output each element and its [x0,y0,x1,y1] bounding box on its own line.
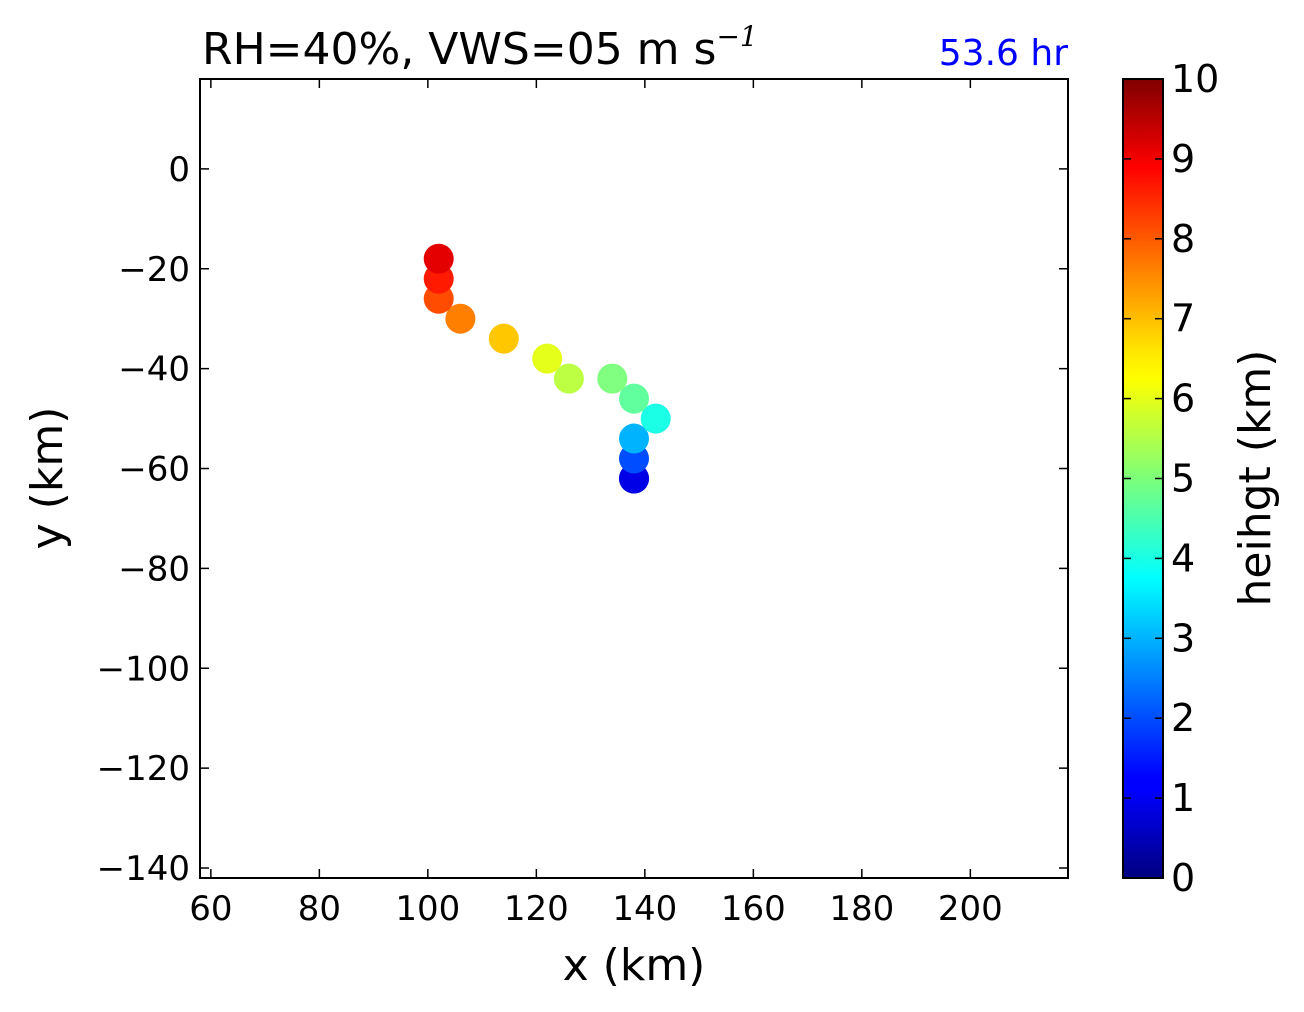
scatter-point [597,363,628,394]
colorbar-tick-label: 2 [1171,696,1195,740]
x-tick-label: 100 [395,889,460,929]
y-tick-label: −80 [118,549,190,589]
x-tick-label: 180 [829,889,894,929]
y-tick-label: −100 [97,649,190,689]
colorbar-tick-label: 8 [1171,217,1195,261]
scatter-point [445,303,476,334]
y-axis: 0 −20 −40 −60 −80 −100 −120 −140 [97,150,1068,889]
x-tick-label: 200 [938,889,1003,929]
x-tick-label: 60 [189,889,232,929]
scatter-points [423,243,671,494]
colorbar-tick-label: 3 [1171,616,1195,660]
colorbar-ticks: 0 1 2 3 4 5 6 7 8 9 10 [1123,57,1219,900]
chart-title: RH=40%, VWS=05 m s−1 [202,20,758,75]
chart-title-main: RH=40%, VWS=05 m s [202,24,716,75]
y-tick-label: 0 [168,150,190,190]
colorbar-tick-label: 6 [1171,377,1195,421]
chart-title-superscript: −1 [716,20,757,53]
scatter-point [553,363,584,394]
y-tick-label: −40 [118,350,190,390]
x-tick-label: 80 [298,889,341,929]
scatter-point [640,403,671,434]
colorbar-tick-label: 9 [1171,137,1195,181]
scatter-point [619,383,649,414]
x-axis-label: x (km) [563,940,706,991]
colorbar-tick-label: 4 [1171,536,1195,580]
scatter-point [619,423,649,454]
y-tick-label: −20 [118,250,190,290]
colorbar-tick-label: 1 [1171,776,1195,820]
colorbar-tick-label: 5 [1171,457,1195,501]
colorbar-tick-label: 10 [1171,57,1219,101]
x-tick-label: 120 [504,889,569,929]
y-axis-label: y (km) [22,407,73,550]
scatter-point [488,323,519,354]
y-tick-label: −140 [97,849,190,889]
y-tick-label: −120 [97,749,190,789]
x-tick-label: 140 [612,889,677,929]
colorbar-tick-label: 7 [1171,297,1195,341]
x-tick-label: 160 [721,889,786,929]
colorbar-label: heihgt (km) [1230,350,1281,607]
scatter-point [532,343,563,374]
colorbar-tick-label: 0 [1171,856,1195,900]
x-axis: 60 80 100 120 140 160 180 200 [189,79,1003,929]
y-tick-label: −60 [118,450,190,490]
scatter-point [423,243,454,274]
time-annotation: 53.6 hr [939,33,1068,74]
